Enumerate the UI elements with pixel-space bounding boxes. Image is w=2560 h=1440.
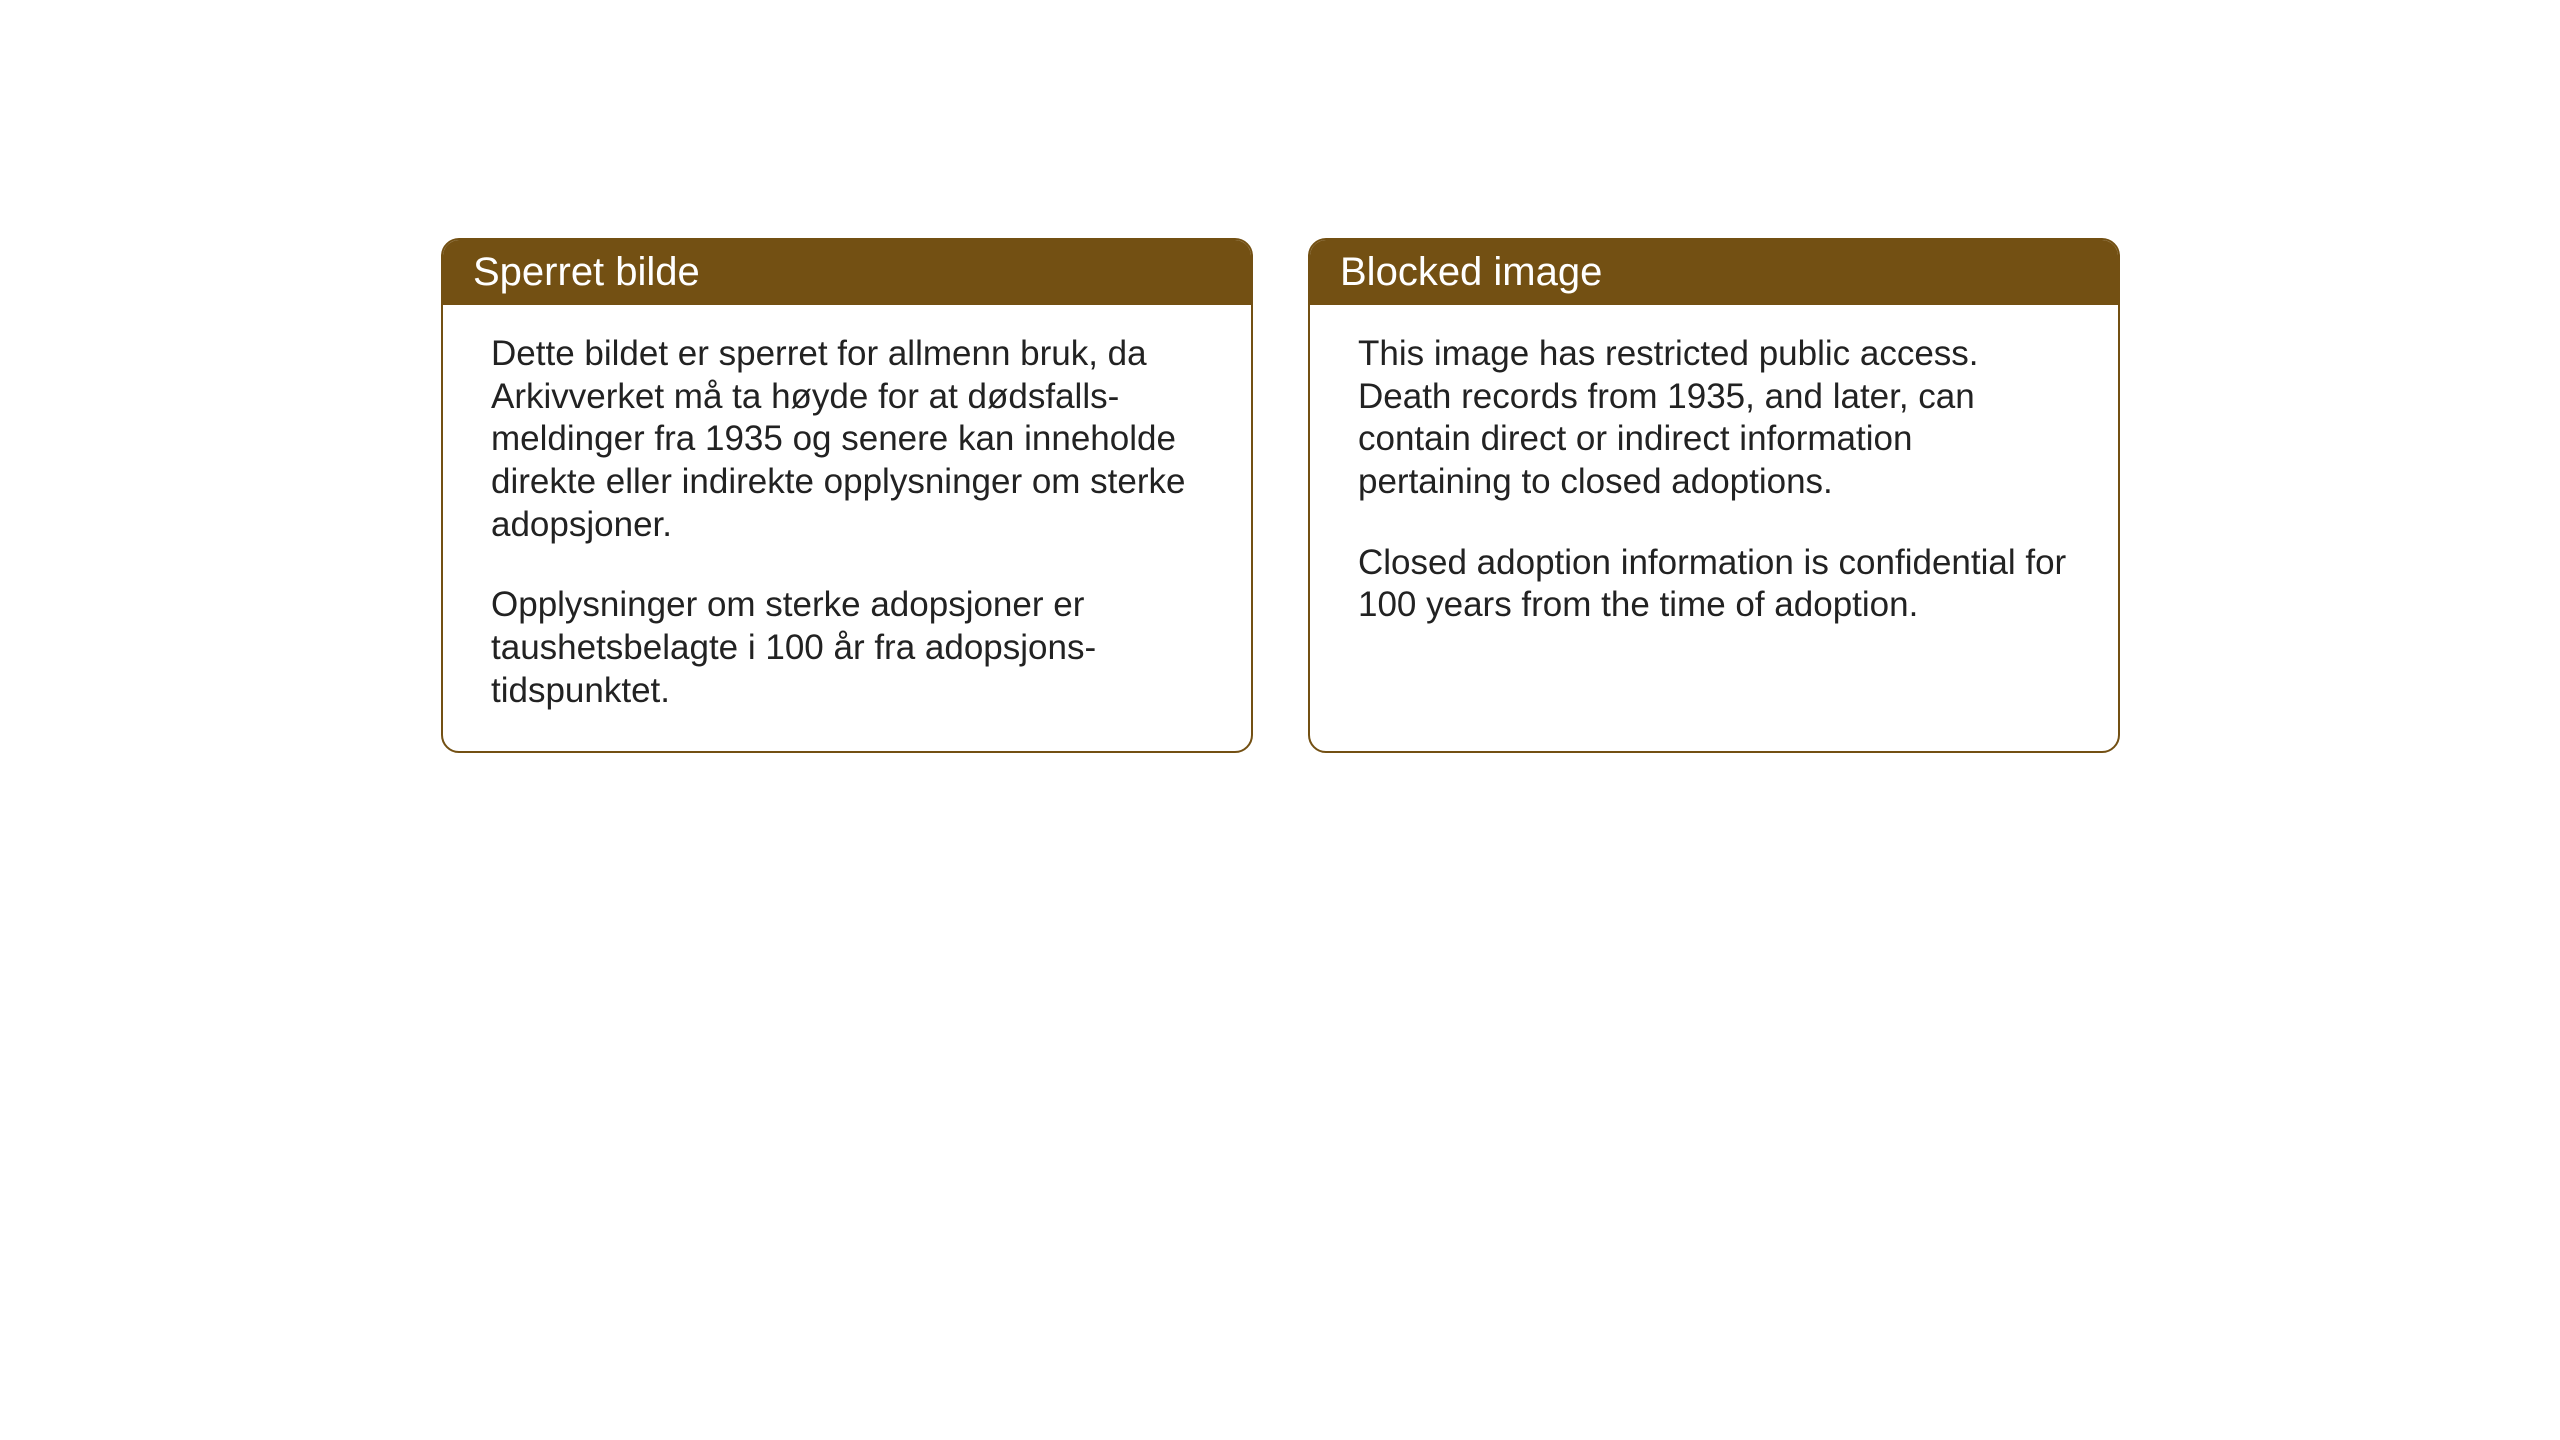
english-paragraph-2: Closed adoption information is confident… — [1358, 542, 2070, 627]
cards-container: Sperret bilde Dette bildet er sperret fo… — [441, 238, 2120, 753]
norwegian-paragraph-1: Dette bildet er sperret for allmenn bruk… — [491, 333, 1203, 546]
english-card-body: This image has restricted public access.… — [1310, 305, 2118, 665]
norwegian-card-body: Dette bildet er sperret for allmenn bruk… — [443, 305, 1251, 751]
english-card: Blocked image This image has restricted … — [1308, 238, 2120, 753]
norwegian-card-title: Sperret bilde — [443, 240, 1251, 305]
norwegian-paragraph-2: Opplysninger om sterke adopsjoner er tau… — [491, 584, 1203, 712]
norwegian-card: Sperret bilde Dette bildet er sperret fo… — [441, 238, 1253, 753]
english-paragraph-1: This image has restricted public access.… — [1358, 333, 2070, 504]
english-card-title: Blocked image — [1310, 240, 2118, 305]
